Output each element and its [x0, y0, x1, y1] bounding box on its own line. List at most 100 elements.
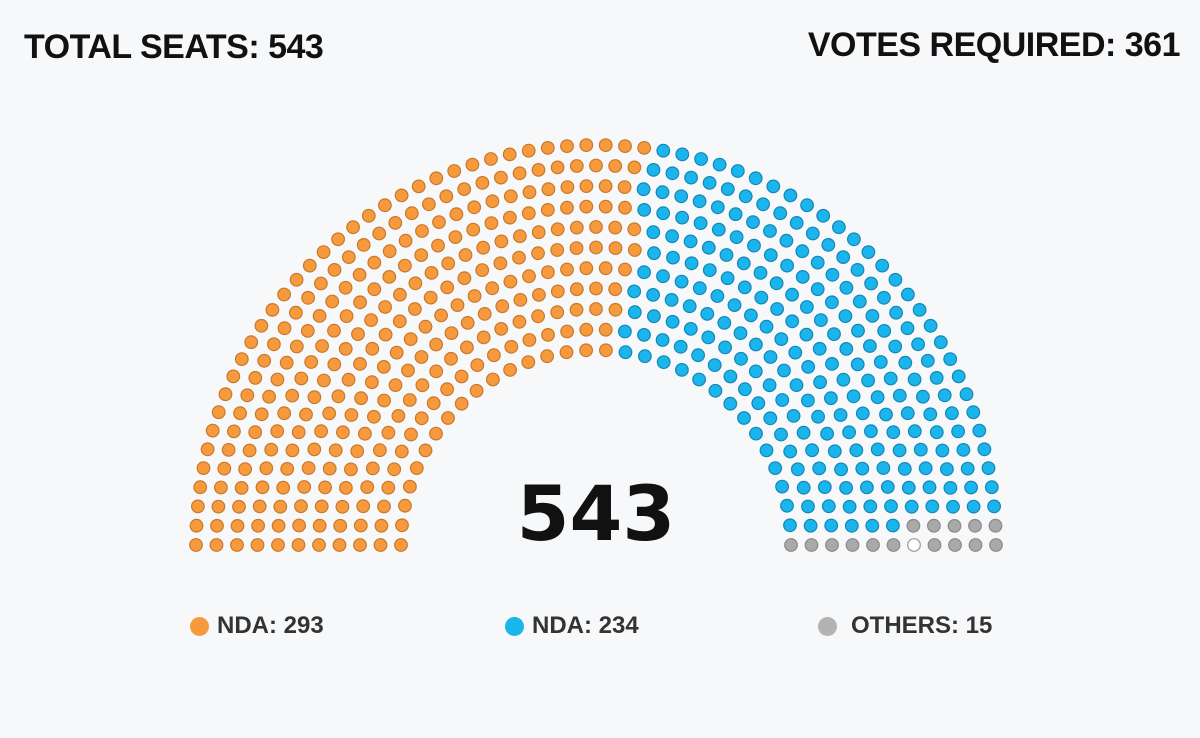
seat-nda-0: [382, 244, 397, 259]
seat-others-2: [927, 518, 941, 533]
seat-nda-1: [876, 461, 891, 475]
seat-nda-1: [933, 335, 948, 350]
seat-nda-0: [429, 171, 444, 186]
seat-nda-0: [579, 199, 594, 214]
seat-nda-0: [205, 423, 220, 438]
seat-nda-0: [257, 353, 272, 368]
seat-vacant: [907, 538, 921, 552]
seat-nda-1: [636, 182, 651, 197]
seat-nda-1: [675, 363, 689, 377]
seat-nda-1: [940, 462, 954, 477]
seat-nda-0: [457, 271, 472, 286]
seat-nda-1: [759, 443, 774, 458]
seat-nda-0: [477, 307, 492, 321]
seat-nda-0: [444, 326, 459, 341]
seat-nda-1: [870, 442, 885, 457]
seat-nda-0: [522, 333, 537, 347]
seat-nda-1: [884, 499, 898, 514]
seat-nda-0: [431, 238, 445, 253]
seat-nda-0: [404, 427, 418, 442]
seat-nda-0: [331, 389, 346, 404]
seat-nda-0: [531, 225, 546, 240]
seat-nda-0: [291, 538, 306, 552]
seat-nda-0: [388, 215, 403, 230]
seat-nda-1: [795, 270, 810, 284]
seat-nda-0: [299, 407, 313, 422]
seat-nda-0: [277, 321, 292, 336]
seat-nda-1: [720, 271, 735, 286]
seat-nda-1: [877, 290, 891, 305]
seat-nda-1: [897, 462, 912, 476]
seat-nda-1: [701, 330, 716, 345]
seat-nda-0: [233, 406, 248, 421]
seat-nda-0: [579, 322, 594, 337]
seat-nda-1: [723, 396, 738, 411]
seat-nda-0: [448, 230, 463, 245]
seat-nda-0: [316, 245, 331, 260]
seat-nda-0: [598, 138, 613, 153]
seat-nda-0: [460, 316, 475, 330]
seat-nda-1: [638, 349, 652, 364]
seat-nda-0: [540, 140, 555, 155]
seat-nda-0: [522, 269, 536, 284]
seat-nda-1: [749, 426, 763, 441]
seat-nda-1: [775, 393, 790, 407]
seat-nda-1: [796, 425, 811, 440]
seat-nda-1: [923, 318, 938, 333]
seat-nda-1: [863, 499, 878, 514]
seat-nda-1: [803, 518, 818, 533]
seat-nda-1: [627, 284, 642, 299]
seat-nda-0: [302, 258, 317, 273]
seat-nda-0: [422, 197, 436, 212]
legend-label-others: OTHERS: 15: [851, 612, 993, 639]
seat-nda-0: [254, 318, 269, 333]
seat-nda-0: [513, 229, 527, 244]
seat-nda-0: [440, 280, 455, 295]
seat-nda-1: [700, 307, 715, 321]
seat-nda-1: [820, 426, 834, 441]
seat-nda-1: [637, 265, 651, 280]
seat-nda-0: [465, 157, 480, 172]
seat-nda-0: [569, 302, 584, 317]
seat-nda-0: [333, 518, 348, 533]
seat-nda-0: [467, 200, 482, 215]
seat-nda-0: [270, 424, 285, 439]
seat-nda-0: [210, 518, 224, 533]
seat-nda-0: [426, 396, 441, 411]
seat-nda-0: [234, 481, 249, 495]
seat-nda-0: [408, 302, 422, 316]
seat-nda-0: [339, 309, 354, 324]
seat-nda-0: [531, 246, 545, 261]
seat-nda-1: [861, 245, 876, 260]
seat-nda-0: [579, 179, 594, 194]
seat-others-2: [784, 538, 798, 552]
seat-nda-0: [294, 499, 308, 514]
seat-nda-1: [774, 332, 789, 347]
seat-nda-0: [314, 499, 329, 514]
seat-nda-0: [221, 443, 236, 457]
seat-nda-0: [280, 462, 295, 476]
seat-nda-0: [560, 139, 574, 154]
seat-nda-1: [865, 518, 880, 533]
seat-nda-1: [763, 248, 778, 263]
seat-nda-1: [718, 340, 732, 355]
seat-nda-0: [350, 444, 365, 459]
seat-nda-1: [824, 391, 838, 406]
seat-nda-1: [665, 314, 680, 329]
seat-nda-1: [918, 461, 933, 476]
seat-nda-1: [796, 480, 811, 495]
seat-nda-0: [294, 371, 309, 386]
seat-nda-1: [951, 369, 966, 384]
seat-nda-0: [550, 284, 565, 299]
seat-nda-1: [692, 281, 707, 296]
seat-nda-1: [788, 345, 803, 360]
seat-nda-0: [532, 288, 546, 302]
seat-nda-0: [476, 330, 491, 345]
seat-nda-1: [748, 364, 763, 379]
seat-nda-1: [839, 342, 854, 356]
seat-nda-0: [265, 303, 280, 317]
votes-required-title: VOTES REQUIRED: 361: [807, 26, 1181, 64]
seat-nda-0: [262, 389, 277, 404]
seat-nda-0: [361, 208, 376, 223]
seat-others-2: [845, 538, 860, 552]
